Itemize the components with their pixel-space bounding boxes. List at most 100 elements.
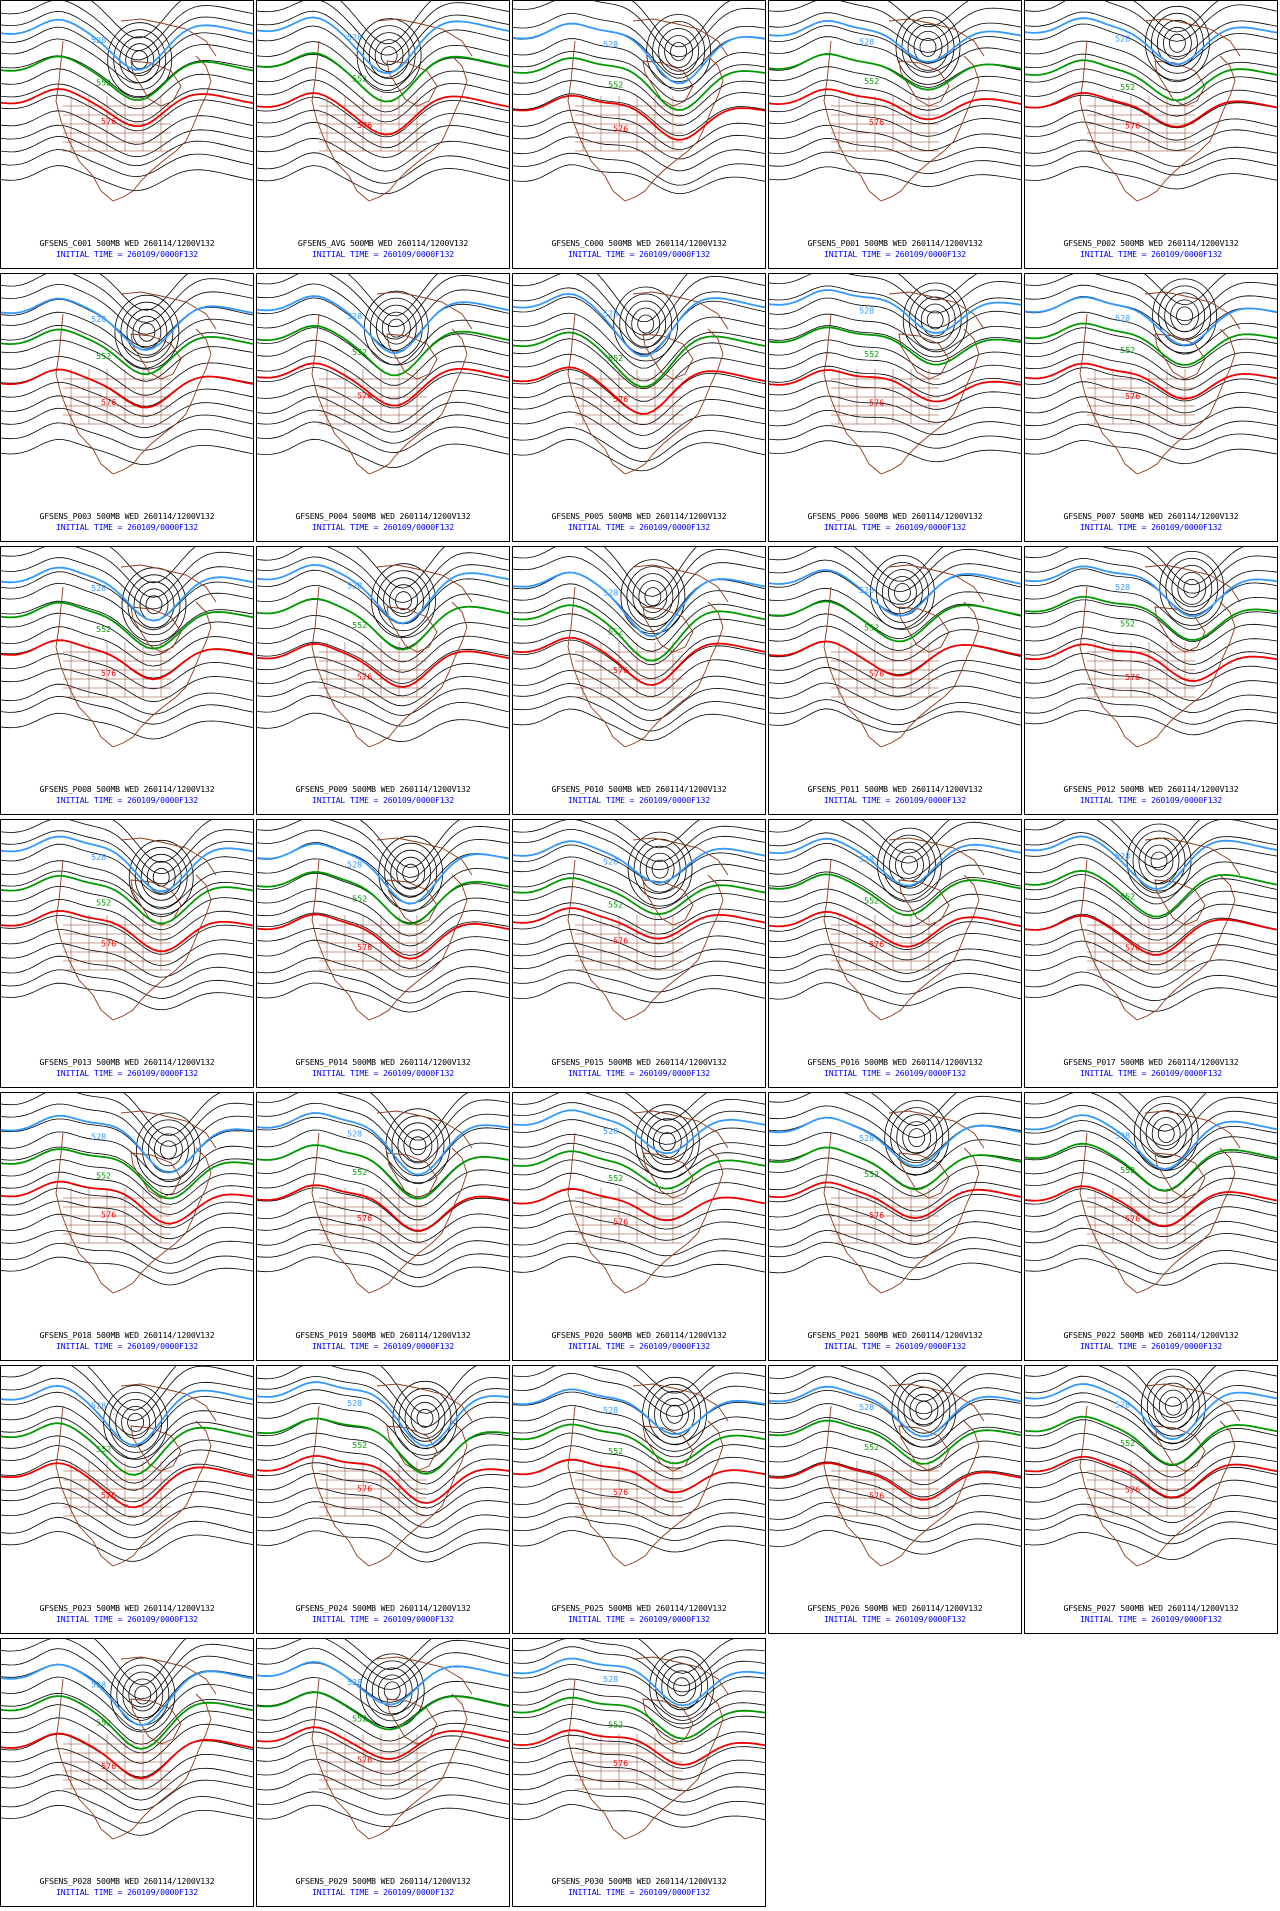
panel-caption: GFSENS_P001 500MB WED 260114/1200V132 (807, 238, 983, 248)
panel-initial-time: INITIAL TIME = 260109/0000F132 (56, 249, 198, 259)
contour-528 (257, 563, 509, 625)
contour-528 (769, 568, 1021, 617)
low-center-contour (121, 1406, 151, 1439)
height-contour (1, 943, 253, 978)
height-contour (257, 820, 509, 878)
panel-initial-time: INITIAL TIME = 260109/0000F132 (312, 1887, 454, 1897)
panel-initial-time: INITIAL TIME = 260109/0000F132 (824, 1614, 966, 1624)
height-contour (1025, 1244, 1277, 1275)
height-contour (257, 614, 509, 663)
height-contour (1, 1200, 253, 1240)
panel-caption: GFSENS_P006 500MB WED 260114/1200V132 (807, 511, 983, 521)
low-center-contour (914, 296, 956, 344)
height-contour (1025, 166, 1277, 190)
contour-label-576: 576 (357, 1485, 372, 1494)
state-borders (63, 1188, 171, 1243)
height-contour (1, 165, 253, 192)
height-contour-map: 528 552 576 (513, 1, 765, 202)
panel-initial-time: INITIAL TIME = 260109/0000F132 (568, 795, 710, 805)
height-contour (257, 656, 509, 697)
contour-label-528: 528 (603, 309, 618, 318)
low-center-contour (128, 839, 194, 915)
low-center-contour (639, 845, 681, 893)
contour-552 (257, 1417, 509, 1475)
contour-label-576: 576 (101, 1762, 116, 1771)
height-contour (614, 820, 700, 849)
height-contour (1118, 1093, 1207, 1132)
height-contour (1, 1366, 253, 1422)
height-contour (257, 1647, 509, 1690)
height-contour (257, 1706, 509, 1742)
ensemble-panel: 528 552 576 GFSENS_P014 500MB WED 260114/12… (256, 819, 510, 1088)
contour-label-528: 528 (347, 312, 362, 321)
height-contour (257, 1758, 509, 1787)
height-contour-map: 528 552 576 (769, 1366, 1021, 1567)
height-contour (513, 382, 765, 426)
height-contour (769, 1203, 1021, 1237)
height-contour (257, 1745, 509, 1775)
panel-caption: GFSENS_P016 500MB WED 260114/1200V132 (807, 1057, 983, 1067)
contour-label-576: 576 (613, 937, 628, 946)
state-borders (319, 1461, 427, 1517)
contour-label-552: 552 (864, 1170, 879, 1179)
low-center-contour (1176, 306, 1194, 326)
coastline-borders (311, 1110, 473, 1294)
contour-label-528: 528 (347, 1678, 362, 1687)
height-contour (340, 1, 432, 45)
contour-label-528: 528 (1115, 1131, 1130, 1140)
low-center-contour (658, 1132, 676, 1152)
ensemble-panel: 528 552 576 GFSENS_P027 500MB WED 260114/12… (1024, 1365, 1278, 1634)
height-contour (1, 1487, 253, 1526)
low-center-contour (883, 834, 936, 896)
panel-caption: GFSENS_P028 500MB WED 260114/1200V132 (39, 1876, 215, 1886)
height-contour (1025, 1419, 1277, 1467)
contour-576 (257, 1184, 509, 1232)
height-contour (1, 1146, 253, 1196)
state-borders (1087, 96, 1195, 151)
height-contour (513, 1159, 765, 1195)
height-contour (513, 353, 765, 402)
contour-label-528: 528 (603, 1675, 618, 1684)
state-borders (1087, 1461, 1195, 1516)
low-center-contour (877, 827, 942, 903)
panel-caption: GFSENS_P025 500MB WED 260114/1200V132 (551, 1603, 727, 1613)
state-borders (63, 915, 171, 970)
state-borders (1087, 96, 1195, 151)
height-contour (1, 820, 253, 875)
low-center-contour (134, 846, 188, 908)
low-center-contour (1156, 19, 1198, 67)
state-borders (575, 642, 683, 697)
height-contour-map: 528 552 576 (1, 274, 253, 475)
height-contour (1025, 1145, 1277, 1192)
state-borders (575, 642, 683, 698)
state-borders (831, 369, 939, 424)
low-center-contour (365, 1660, 419, 1722)
height-contour (513, 438, 765, 472)
height-contour (635, 1366, 716, 1394)
panel-initial-time: INITIAL TIME = 260109/0000F132 (824, 249, 966, 259)
panel-caption: GFSENS_P018 500MB WED 260114/1200V132 (39, 1330, 215, 1340)
coastline-borders (567, 564, 729, 748)
low-center-contour (913, 31, 943, 64)
height-contour (638, 1639, 734, 1674)
panel-initial-time: INITIAL TIME = 260109/0000F132 (1080, 1341, 1222, 1351)
state-borders (575, 1188, 683, 1243)
height-contour-map: 528 552 576 (513, 1639, 765, 1840)
height-contour (257, 274, 509, 328)
low-center-contour (120, 301, 174, 363)
contour-label-528: 528 (91, 36, 106, 45)
state-borders (63, 1188, 171, 1243)
height-contour (513, 68, 765, 117)
height-contour (769, 1186, 1021, 1222)
panel-caption: GFSENS_P030 500MB WED 260114/1200V132 (551, 1876, 727, 1886)
height-contour (1025, 139, 1277, 167)
height-contour (380, 1366, 477, 1414)
height-contour (513, 583, 765, 641)
height-contour (257, 681, 509, 716)
panel-caption: GFSENS_P026 500MB WED 260114/1200V132 (807, 1603, 983, 1613)
panel-initial-time: INITIAL TIME = 260109/0000F132 (1080, 522, 1222, 532)
low-center-contour (1152, 278, 1218, 354)
low-center-contour (895, 10, 961, 85)
low-center-contour (363, 290, 429, 366)
height-contour (1025, 68, 1277, 107)
